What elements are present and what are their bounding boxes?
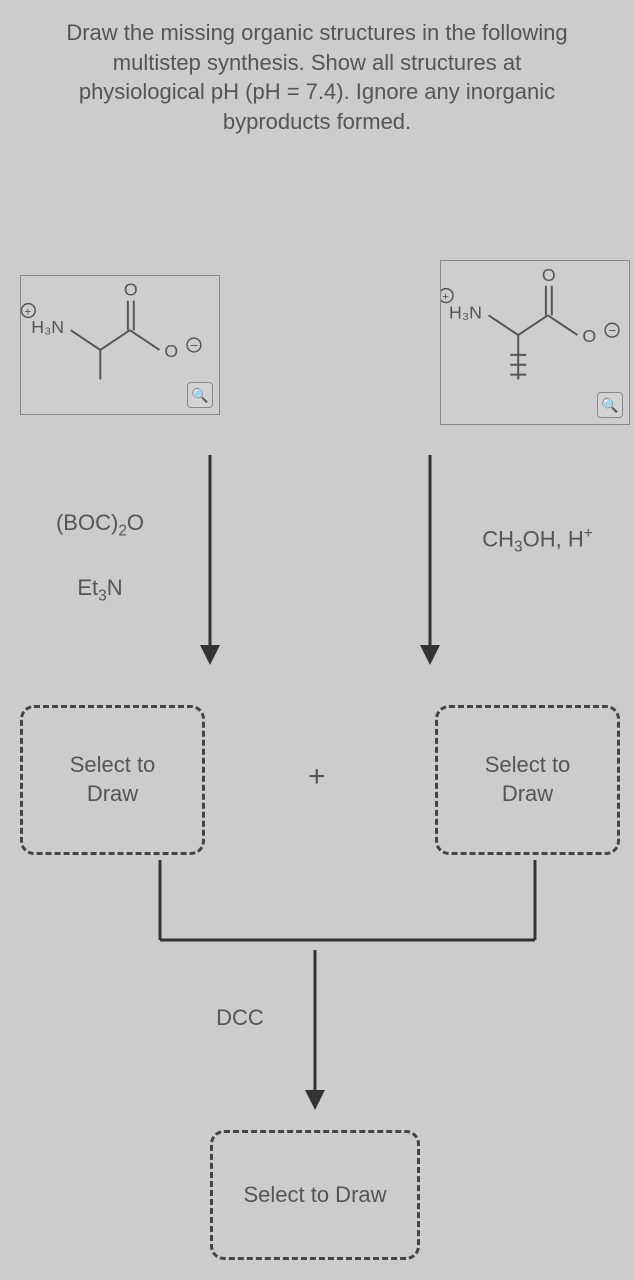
reagent-ch3oh-label: CH3OH, H+ — [450, 525, 625, 557]
arrow-right-down — [415, 455, 445, 665]
svg-text:+: + — [442, 290, 449, 304]
molecule-left-box[interactable]: H₃N + O O − 🔍 — [20, 275, 220, 415]
instruction-text: Draw the missing organic structures in t… — [24, 18, 610, 137]
instruction-line-2: multistep synthesis. Show all structures… — [113, 50, 521, 75]
draw-box-left-label: Select toDraw — [70, 751, 156, 808]
draw-box-left[interactable]: Select toDraw — [20, 705, 205, 855]
svg-text:O: O — [582, 326, 596, 346]
draw-box-bottom-label: Select to Draw — [243, 1181, 386, 1210]
instruction-line-4: byproducts formed. — [223, 109, 411, 134]
reagent-dcc-label: DCC — [210, 1005, 270, 1031]
reagent-boc2o-label: (BOC)2O — [35, 510, 165, 540]
svg-text:O: O — [164, 341, 178, 361]
plus-sign: + — [308, 760, 326, 794]
draw-box-right-label: Select toDraw — [485, 751, 571, 808]
converge-bracket — [155, 860, 540, 950]
svg-text:−: − — [190, 338, 198, 353]
instruction-line-1: Draw the missing organic structures in t… — [66, 20, 567, 45]
zoom-icon[interactable]: 🔍 — [597, 392, 623, 418]
arrow-bottom-down — [300, 950, 330, 1110]
instruction-line-3: physiological pH (pH = 7.4). Ignore any … — [79, 79, 555, 104]
zoom-glyph: 🔍 — [601, 397, 618, 414]
svg-text:O: O — [542, 265, 556, 285]
zoom-glyph: 🔍 — [191, 387, 208, 404]
molecule-right-box[interactable]: H₃N + O O − 🔍 — [440, 260, 630, 425]
reagent-et3n-label: Et3N — [55, 575, 145, 605]
arrow-left-down — [195, 455, 225, 665]
svg-text:+: + — [24, 304, 31, 318]
draw-box-bottom[interactable]: Select to Draw — [210, 1130, 420, 1260]
draw-box-right[interactable]: Select toDraw — [435, 705, 620, 855]
svg-text:H₃N: H₃N — [31, 317, 64, 337]
svg-text:−: − — [608, 322, 616, 338]
svg-text:O: O — [124, 280, 138, 300]
svg-text:H₃N: H₃N — [449, 302, 482, 322]
zoom-icon[interactable]: 🔍 — [187, 382, 213, 408]
